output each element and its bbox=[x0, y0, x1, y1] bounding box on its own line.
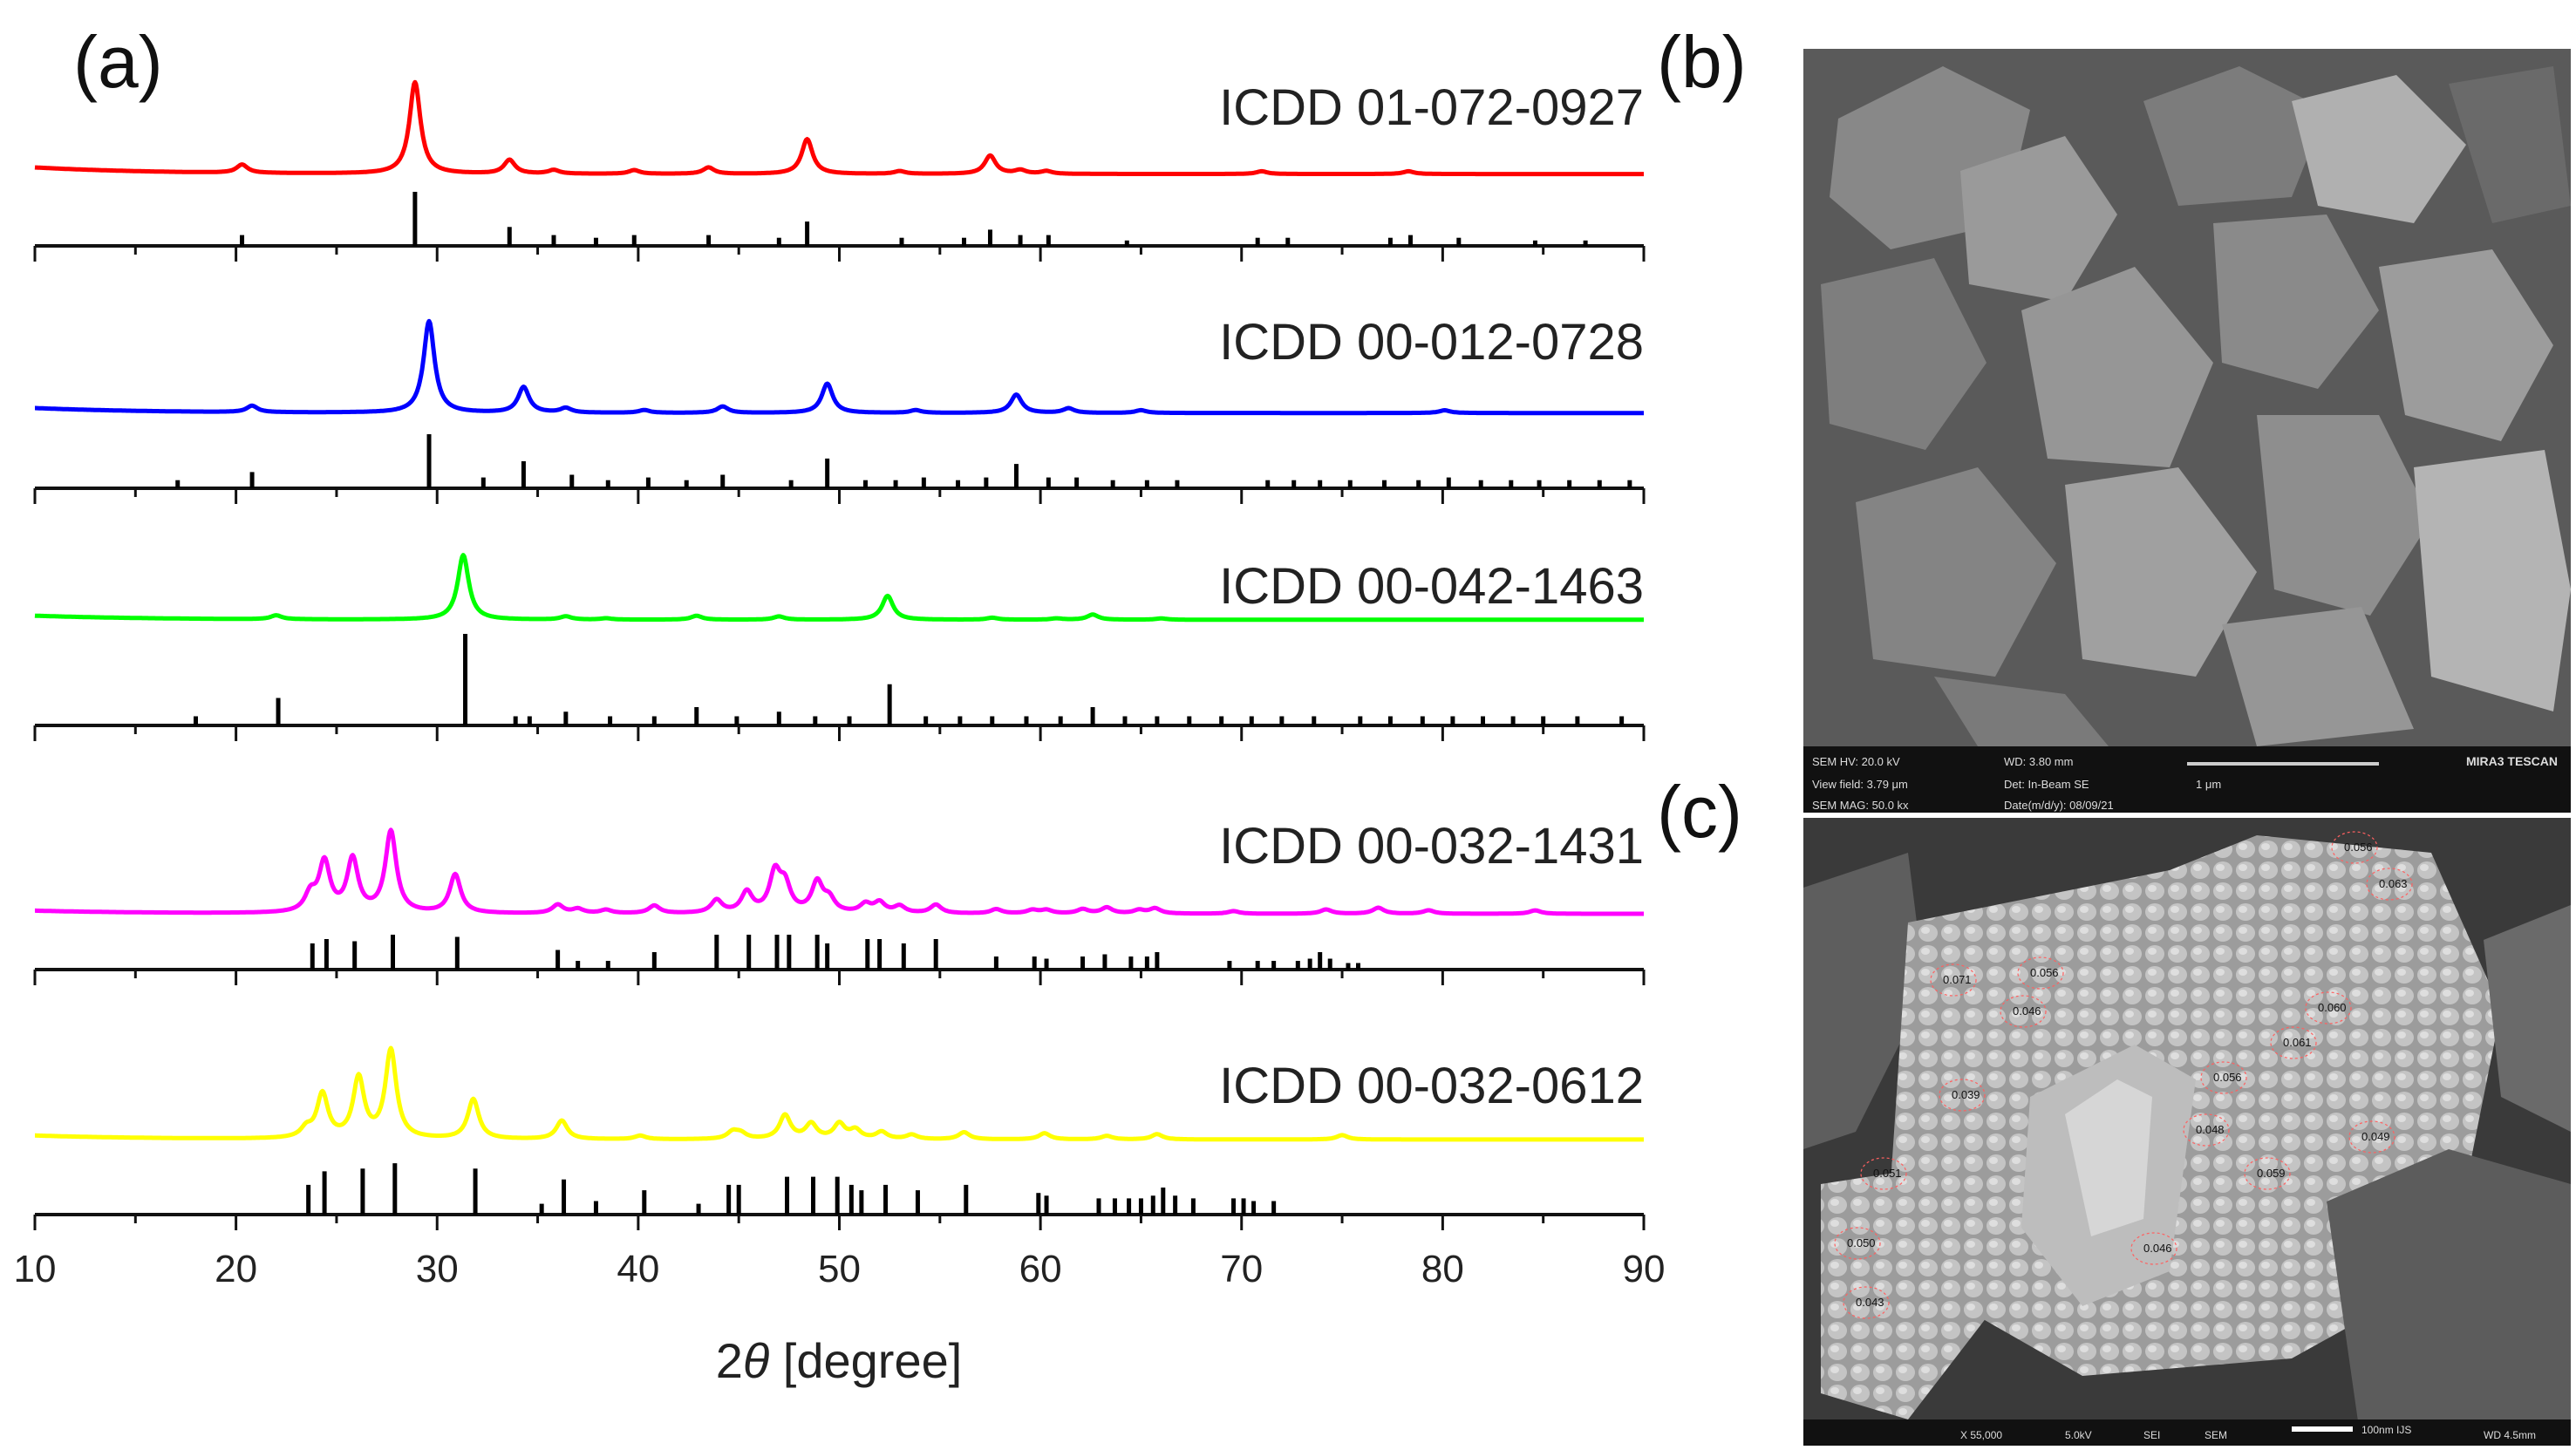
xrd-curve-1 bbox=[33, 79, 1646, 177]
xrd-curve-4 bbox=[33, 827, 1646, 916]
grain-marker bbox=[1834, 1227, 1881, 1260]
grain-marker bbox=[2366, 868, 2413, 901]
sem-b-brand: MIRA3 TESCAN bbox=[2466, 754, 2558, 768]
panel-a-label: (a) bbox=[73, 21, 163, 103]
series-label-1: ICDD 01-072-0927 bbox=[1219, 79, 1644, 136]
grain-size-label: 0.060 bbox=[2318, 1001, 2347, 1014]
sem-b-info-field: SEM HV: 20.0 kV bbox=[1812, 755, 1900, 768]
grain-size-label: 0.049 bbox=[2361, 1130, 2390, 1143]
grain-size-label: 0.056 bbox=[2213, 1071, 2242, 1084]
grain-size-label: 0.039 bbox=[1952, 1088, 1980, 1101]
grain-marker bbox=[2270, 1026, 2317, 1059]
grain-size-label: 0.059 bbox=[2257, 1167, 2286, 1180]
series-5: ICDD 00-032-0612 bbox=[33, 1045, 1646, 1230]
x-axis-label: 2θ [degree] bbox=[716, 1333, 963, 1388]
series-4: ICDD 00-032-1431 bbox=[33, 818, 1646, 985]
grain-marker bbox=[1939, 1079, 1986, 1112]
grain-size-label: 0.056 bbox=[2344, 841, 2373, 854]
sem-b-info-field: WD: 3.80 mm bbox=[2004, 755, 2073, 768]
grain-marker bbox=[2017, 956, 2064, 990]
grain-size-label: 0.071 bbox=[1943, 973, 1972, 986]
sem-b-scale-label: 1 μm bbox=[2196, 778, 2221, 791]
grain-marker bbox=[2183, 1113, 2230, 1147]
series-2: ICDD 00-012-0728 bbox=[33, 314, 1646, 504]
xrd-plot-area: ICDD 01-072-0927 ICDD 00-012-0728 ICDD 00-… bbox=[14, 79, 1666, 1388]
x-tick-label: 60 bbox=[1019, 1248, 1062, 1290]
panel-b-label: (b) bbox=[1657, 21, 1747, 103]
grain-size-label: 0.043 bbox=[1856, 1296, 1884, 1309]
grain-size-label: 0.046 bbox=[2143, 1242, 2172, 1255]
grain-size-label: 0.063 bbox=[2379, 877, 2408, 890]
sem-c-footer-field: SEM bbox=[2205, 1429, 2227, 1441]
x-tick-label: 30 bbox=[416, 1248, 459, 1290]
sem-b-info-field: View field: 3.79 μm bbox=[1812, 778, 1908, 791]
grain-size-label: 0.051 bbox=[1873, 1167, 1902, 1180]
sem-b-info-field: Date(m/d/y): 08/09/21 bbox=[2004, 799, 2114, 812]
sem-c-footer-field: WD 4.5mm bbox=[2484, 1429, 2536, 1441]
series-label-3: ICDD 00-042-1463 bbox=[1219, 558, 1644, 615]
sem-b-micrograph: SEM HV: 20.0 kV WD: 3.80 mm View field: 3.… bbox=[1803, 49, 2571, 813]
grain-marker bbox=[2348, 1120, 2395, 1154]
grain-marker bbox=[2331, 831, 2378, 864]
grain-marker bbox=[1930, 963, 1977, 997]
x-tick-label: 70 bbox=[1220, 1248, 1263, 1290]
series-label-2: ICDD 00-012-0728 bbox=[1219, 314, 1644, 371]
grain-size-label: 0.056 bbox=[2030, 966, 2059, 979]
sem-b-info-field: Det: In-Beam SE bbox=[2004, 778, 2089, 791]
sem-c-footer-field: SEI bbox=[2143, 1429, 2160, 1441]
sem-b-info-field: SEM MAG: 50.0 kx bbox=[1812, 799, 1909, 812]
grain-marker bbox=[2305, 991, 2352, 1025]
x-tick-label: 80 bbox=[1421, 1248, 1464, 1290]
grain-size-label: 0.046 bbox=[2013, 1004, 2041, 1018]
sem-image-c: 0.056 0.063 0.071 0.056 0.046 0.060 0.061 0.039… bbox=[1803, 818, 2571, 1446]
series-1: ICDD 01-072-0927 bbox=[33, 79, 1646, 262]
sem-c-footer-field: 5.0kV bbox=[2065, 1429, 2092, 1441]
x-tick-label: 90 bbox=[1623, 1248, 1666, 1290]
xrd-curve-2 bbox=[33, 318, 1646, 416]
grain-size-label: 0.061 bbox=[2283, 1036, 2312, 1049]
x-tick-label: 20 bbox=[215, 1248, 257, 1290]
x-tick-label: 10 bbox=[14, 1248, 57, 1290]
series-3: ICDD 00-042-1463 bbox=[33, 553, 1646, 741]
grain-marker bbox=[2200, 1061, 2247, 1094]
grain-size-label: 0.048 bbox=[2196, 1123, 2225, 1136]
sem-image-b: SEM HV: 20.0 kV WD: 3.80 mm View field: 3.… bbox=[1803, 49, 2571, 813]
sem-c-micrograph: 0.056 0.063 0.071 0.056 0.046 0.060 0.061 0.039… bbox=[1803, 818, 2571, 1446]
sem-c-footer-field: X 55,000 bbox=[1960, 1429, 2002, 1441]
panel-c-label: (c) bbox=[1657, 771, 1742, 853]
grain-marker bbox=[1843, 1286, 1890, 1319]
series-label-5: ICDD 00-032-0612 bbox=[1219, 1058, 1644, 1114]
x-tick-label: 40 bbox=[617, 1248, 659, 1290]
grain-marker bbox=[2130, 1232, 2177, 1265]
sem-c-scale-label: 100nm IJS bbox=[2361, 1424, 2411, 1436]
grain-marker bbox=[2000, 995, 2047, 1028]
grain-marker bbox=[1860, 1157, 1907, 1190]
grain-marker bbox=[2244, 1157, 2291, 1190]
x-tick-label: 50 bbox=[818, 1248, 861, 1290]
xrd-curve-3 bbox=[33, 553, 1646, 623]
xrd-curve-5 bbox=[33, 1045, 1646, 1142]
series-label-4: ICDD 00-032-1431 bbox=[1219, 818, 1644, 875]
grain-size-label: 0.050 bbox=[1847, 1236, 1876, 1249]
